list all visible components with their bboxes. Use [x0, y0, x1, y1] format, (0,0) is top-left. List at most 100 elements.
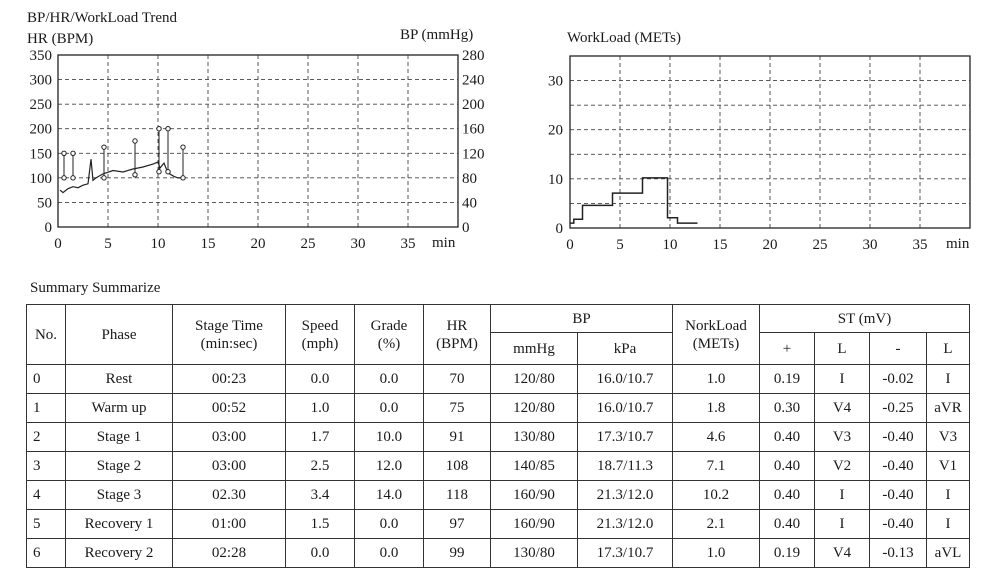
cell-st-lead-minus: I — [926, 509, 970, 539]
workload-x-ticks: 0 5 10 15 20 25 30 35 — [566, 237, 927, 253]
x-tick-label: 15 — [201, 236, 216, 252]
cell-speed: 0.0 — [285, 538, 355, 568]
cell-speed: 1.0 — [285, 393, 355, 423]
y-tick-label-left: 250 — [30, 97, 53, 113]
y-tick-label-left: 100 — [30, 171, 53, 187]
left-plot-frame — [57, 54, 459, 228]
cell-bp-mmhg: 130/80 — [490, 538, 578, 568]
cell-st-minus: -0.40 — [869, 422, 927, 452]
cell-bp-mmhg: 120/80 — [490, 393, 578, 423]
x-tick-label: 35 — [913, 237, 928, 253]
x-tick-label: 35 — [401, 236, 416, 252]
cell-stage-time: 02:28 — [172, 538, 286, 568]
x-tick-label: 10 — [663, 237, 678, 253]
stage-time-unit: (min:sec) — [200, 335, 258, 352]
cell-st-minus: -0.40 — [869, 509, 927, 539]
table-caption: Summary Summarize — [30, 280, 161, 296]
cell-st-minus: -0.13 — [869, 538, 927, 568]
cell-bp-kpa: 18.7/11.3 — [577, 451, 673, 481]
cell-phase: Stage 3 — [65, 480, 173, 510]
cell-phase: Recovery 2 — [65, 538, 173, 568]
cell-bp-kpa: 17.3/10.7 — [577, 422, 673, 452]
y-tick-label-right: 120 — [462, 146, 485, 162]
workload-unit: (METs) — [692, 335, 740, 352]
cell-bp-kpa: 21.3/12.0 — [577, 509, 673, 539]
cell-st-lead-minus: aVL — [926, 538, 970, 568]
x-tick-label: 0 — [54, 236, 62, 252]
cell-bp-mmhg: 120/80 — [490, 364, 578, 394]
col-speed: Speed (mph) — [285, 304, 355, 365]
left-chart-title: BP/HR/WorkLoad Trend — [27, 10, 178, 26]
workload-plot-frame — [569, 55, 971, 229]
cell-st-plus: 0.40 — [759, 422, 815, 452]
cell-phase: Warm up — [65, 393, 173, 423]
cell-st-plus: 0.30 — [759, 393, 815, 423]
cell-stage-time: 01:00 — [172, 509, 286, 539]
bp-systolic-point — [101, 144, 107, 150]
cell-phase: Rest — [65, 364, 173, 394]
cell-phase: Stage 1 — [65, 422, 173, 452]
cell-grade: 10.0 — [354, 422, 424, 452]
cell-workload: 1.0 — [672, 364, 760, 394]
cell-hr: 118 — [423, 480, 491, 510]
table-row: 1 Warm up 00:52 1.0 0.0 75 120/80 16.0/10.7 1.8 0… — [26, 393, 970, 423]
cell-hr: 97 — [423, 509, 491, 539]
cell-st-minus: -0.02 — [869, 364, 927, 394]
cell-st-plus: 0.40 — [759, 480, 815, 510]
cell-st-minus: -0.40 — [869, 480, 927, 510]
cell-workload: 10.2 — [672, 480, 760, 510]
y-tick-label-left: 200 — [30, 122, 53, 138]
cell-bp-kpa: 16.0/10.7 — [577, 393, 673, 423]
bp-diastolic-point — [61, 175, 67, 181]
col-stage-time: Stage Time (min:sec) — [172, 304, 286, 365]
col-st: ST (mV) — [759, 304, 970, 333]
cell-bp-mmhg: 140/85 — [490, 451, 578, 481]
cell-workload: 4.6 — [672, 422, 760, 452]
cell-workload: 1.0 — [672, 538, 760, 568]
cell-st-plus: 0.40 — [759, 451, 815, 481]
workload-x-unit: min — [946, 236, 970, 252]
y-tick-label-left: 50 — [37, 195, 52, 211]
x-tick-label: 20 — [763, 237, 778, 253]
x-tick-label: 0 — [566, 237, 574, 253]
bp-systolic-point — [70, 150, 76, 156]
cell-bp-mmhg: 160/90 — [490, 480, 578, 510]
cell-grade: 0.0 — [354, 364, 424, 394]
cell-speed: 2.5 — [285, 451, 355, 481]
cell-hr: 99 — [423, 538, 491, 568]
table-row: 3 Stage 2 03:00 2.5 12.0 108 140/85 18.7/11.3 7.… — [26, 451, 970, 481]
cell-stage-time: 03:00 — [172, 422, 286, 452]
y-tick-label-right: 0 — [462, 220, 470, 236]
cell-hr: 70 — [423, 364, 491, 394]
grade-label: Grade — [370, 317, 408, 334]
cell-st-lead-plus: V2 — [814, 451, 870, 481]
cell-no: 6 — [26, 538, 66, 568]
col-grade: Grade (%) — [354, 304, 424, 365]
bp-systolic-point — [165, 126, 171, 132]
summary-table-body: 0 Rest 00:23 0.0 0.0 70 120/80 16.0/10.7 1.0 0.19… — [26, 364, 970, 568]
bp-systolic-point — [61, 150, 67, 156]
right-axis-label: BP (mmHg) — [400, 27, 474, 43]
y-tick-label: 20 — [548, 123, 563, 139]
bp-diastolic-point — [156, 169, 162, 175]
cell-grade: 0.0 — [354, 509, 424, 539]
cell-st-lead-minus: aVR — [926, 393, 970, 423]
cell-no: 4 — [26, 480, 66, 510]
y-tick-label-right: 200 — [462, 97, 485, 113]
cell-st-plus: 0.40 — [759, 509, 815, 539]
cell-no: 5 — [26, 509, 66, 539]
stage-time-label: Stage Time — [195, 317, 263, 334]
col-bp: BP — [490, 304, 673, 333]
y-tick-label-left: 350 — [30, 48, 53, 64]
col-no: No. — [26, 304, 66, 365]
cell-st-minus: -0.25 — [869, 393, 927, 423]
workload-y-ticks: 0 10 20 30 — [548, 74, 563, 237]
cell-no: 2 — [26, 422, 66, 452]
y-tick-label-right: 160 — [462, 122, 485, 138]
x-tick-label: 25 — [301, 236, 316, 252]
left-y-ticks: 0 50 100 150 200 250 300 350 — [30, 48, 53, 236]
bp-diastolic-point — [70, 175, 76, 181]
left-x-ticks: 0 5 10 15 20 25 30 35 — [54, 236, 415, 252]
cell-st-lead-minus: V1 — [926, 451, 970, 481]
